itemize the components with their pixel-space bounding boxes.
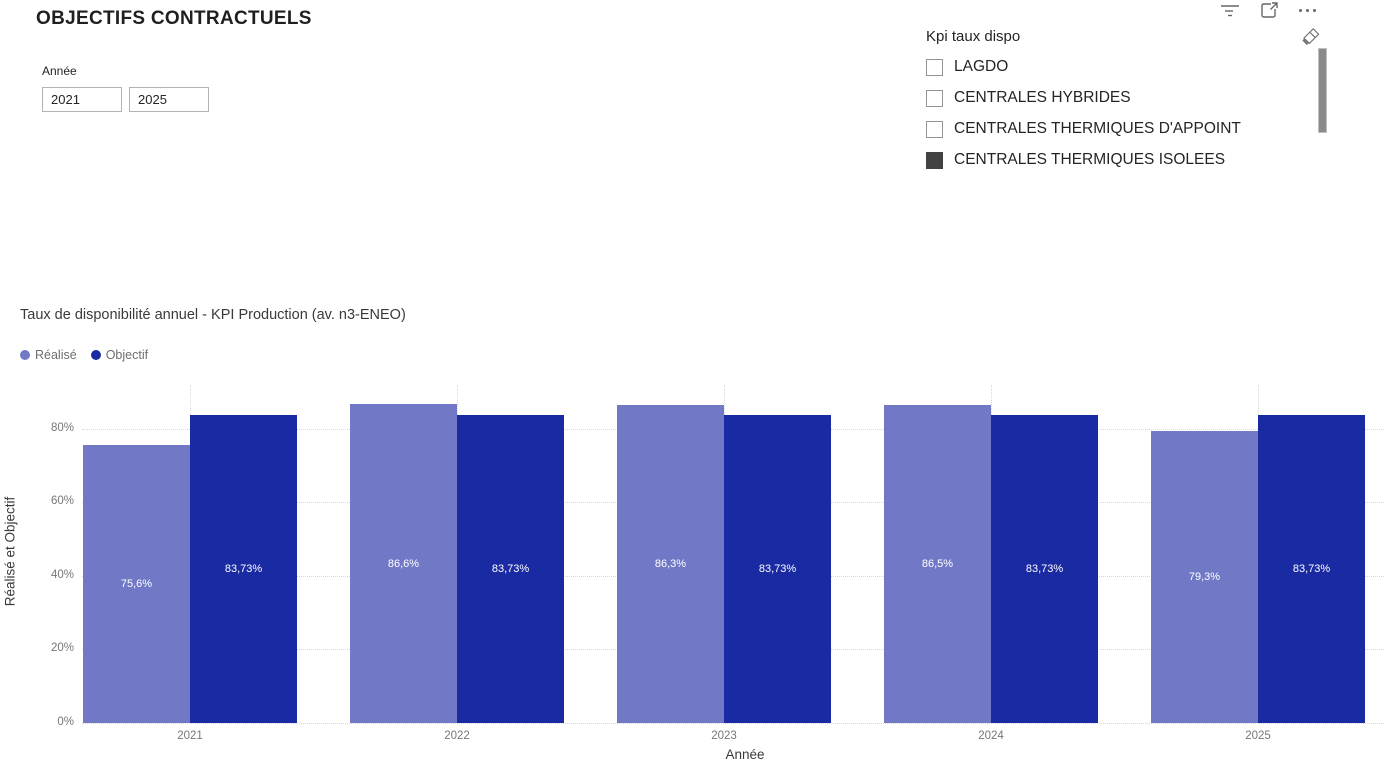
chart-legend: Réalisé Objectif bbox=[20, 348, 148, 362]
slicer-annee-start-input[interactable]: 2021 bbox=[42, 87, 122, 112]
list-item-centrales-hybrides[interactable]: CENTRALES HYBRIDES bbox=[926, 88, 1306, 108]
bar-data-label: 83,73% bbox=[1025, 562, 1064, 575]
bar-data-label: 86,6% bbox=[387, 557, 420, 570]
y-axis-tick-label: 40% bbox=[50, 568, 74, 581]
slicer-annee: Année 2021 2025 bbox=[42, 64, 209, 112]
bar-objectif-2023[interactable]: 83,73% bbox=[724, 414, 831, 723]
kpi-list-scrollbar[interactable] bbox=[1318, 48, 1327, 133]
bar-realise-2021[interactable]: 75,6% bbox=[83, 444, 190, 723]
list-item-lagdo[interactable]: LAGDO bbox=[926, 57, 1306, 77]
x-axis-tick-label: 2024 bbox=[978, 730, 1004, 742]
list-item-label: CENTRALES THERMIQUES D'APPOINT bbox=[954, 120, 1241, 137]
bar-data-label: 79,3% bbox=[1188, 571, 1221, 584]
more-options-icon[interactable] bbox=[1299, 8, 1316, 12]
page-title: OBJECTIFS CONTRACTUELS bbox=[36, 8, 312, 29]
checkbox[interactable] bbox=[926, 89, 943, 107]
eraser-clear-selections-icon[interactable] bbox=[1300, 27, 1321, 51]
legend-dot-objectif bbox=[90, 350, 101, 360]
bar-objectif-2025[interactable]: 83,73% bbox=[1258, 414, 1365, 723]
list-item-centrales-thermiques-isolees[interactable]: CENTRALES THERMIQUES ISOLEES bbox=[926, 150, 1306, 170]
filter-icon[interactable] bbox=[1220, 3, 1240, 18]
checkbox[interactable] bbox=[926, 120, 943, 138]
bar-objectif-2024[interactable]: 83,73% bbox=[991, 414, 1098, 723]
bar-data-label: 83,73% bbox=[1292, 562, 1331, 575]
checkbox[interactable] bbox=[926, 151, 943, 169]
bar-data-label: 83,73% bbox=[758, 562, 797, 575]
legend-dot-realise bbox=[20, 350, 30, 360]
chart-title: Taux de disponibilité annuel - KPI Produ… bbox=[20, 307, 406, 323]
focus-mode-icon[interactable] bbox=[1260, 1, 1279, 19]
bar-data-label: 83,73% bbox=[491, 562, 530, 575]
y-axis-title: Réalisé et Objectif bbox=[2, 496, 18, 607]
checkbox[interactable] bbox=[926, 58, 943, 76]
legend-item-objectif[interactable]: Objectif bbox=[90, 348, 149, 362]
list-item-label: LAGDO bbox=[954, 58, 1009, 75]
bar-data-label: 83,73% bbox=[224, 562, 263, 575]
bar-realise-2025[interactable]: 79,3% bbox=[1151, 431, 1258, 723]
slicer-annee-label: Année bbox=[42, 64, 77, 78]
list-item-label: CENTRALES THERMIQUES ISOLEES bbox=[954, 151, 1226, 168]
list-item-centrales-thermiques-dappoint[interactable]: CENTRALES THERMIQUES D'APPOINT bbox=[926, 119, 1306, 139]
legend-label: Réalisé bbox=[35, 348, 77, 362]
bar-objectif-2022[interactable]: 83,73% bbox=[457, 414, 564, 723]
horizontal-gridline bbox=[82, 723, 1384, 724]
bar-objectif-2021[interactable]: 83,73% bbox=[190, 414, 297, 723]
legend-item-realise[interactable]: Réalisé bbox=[20, 348, 77, 362]
bar-realise-2024[interactable]: 86,5% bbox=[884, 404, 991, 723]
slicer-kpi-taux-dispo: Kpi taux dispo LAGDO CENTRALES HYBRIDES … bbox=[926, 28, 1306, 181]
bar-realise-2023[interactable]: 86,3% bbox=[617, 405, 724, 723]
bar-data-label: 86,3% bbox=[654, 558, 687, 571]
slicer-kpi-title: Kpi taux dispo bbox=[926, 28, 1021, 45]
y-axis-tick-label: 20% bbox=[50, 642, 74, 655]
x-axis-tick-label: 2025 bbox=[1245, 730, 1271, 742]
x-axis-tick-label: 2021 bbox=[177, 730, 203, 742]
y-axis-tick-label: 80% bbox=[50, 421, 74, 434]
bar-chart-plot-area: 75,6% 83,73% 86,6% 83,73% 86,3% 83,73% 86,5% 83… bbox=[82, 385, 1384, 724]
bar-realise-2022[interactable]: 86,6% bbox=[350, 404, 457, 723]
bar-data-label: 75,6% bbox=[120, 577, 153, 590]
slicer-annee-end-input[interactable]: 2025 bbox=[129, 87, 209, 112]
legend-label: Objectif bbox=[105, 348, 149, 362]
bar-data-label: 86,5% bbox=[921, 557, 954, 570]
y-axis-tick-label: 0% bbox=[57, 716, 74, 728]
x-axis-tick-label: 2023 bbox=[711, 730, 737, 742]
visual-toolbar bbox=[1220, 0, 1340, 20]
list-item-label: CENTRALES HYBRIDES bbox=[954, 89, 1131, 106]
y-axis-tick-label: 60% bbox=[50, 495, 74, 508]
x-axis-tick-label: 2022 bbox=[444, 730, 470, 742]
